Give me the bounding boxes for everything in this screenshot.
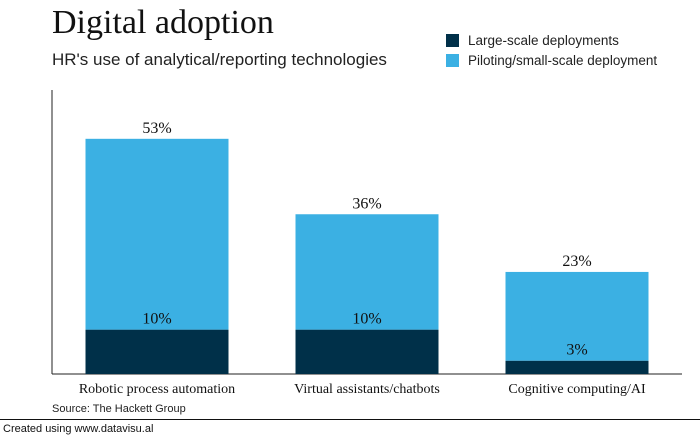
source-note: Source: The Hackett Group — [52, 403, 186, 415]
base-label-2: 3% — [566, 342, 587, 359]
legend-label-piloting: Piloting/small-scale deployment — [468, 52, 658, 68]
total-label-0: 53% — [142, 120, 171, 137]
bar-piloting-2 — [505, 271, 649, 361]
legend-label-large-scale: Large-scale deployments — [468, 32, 619, 48]
category-label-2: Cognitive computing/AI — [508, 382, 646, 397]
base-label-1: 10% — [352, 311, 381, 328]
bar-large-scale-1 — [295, 329, 439, 374]
bar-large-scale-2 — [505, 360, 649, 374]
chart-title: Digital adoption — [52, 4, 274, 41]
legend: Large-scale deployments Piloting/small-s… — [446, 30, 657, 70]
bar-piloting-1 — [295, 214, 439, 330]
legend-swatch-large-scale — [446, 33, 459, 47]
base-label-0: 10% — [142, 311, 171, 328]
legend-item-large-scale: Large-scale deployments — [446, 30, 657, 50]
category-label-0: Robotic process automation — [79, 382, 235, 397]
footer-divider — [0, 419, 700, 420]
total-label-1: 36% — [352, 195, 381, 212]
bar-piloting-0 — [85, 138, 229, 330]
legend-item-piloting: Piloting/small-scale deployment — [446, 50, 657, 70]
bar-large-scale-0 — [85, 329, 229, 374]
legend-swatch-piloting — [446, 53, 459, 67]
category-label-1: Virtual assistants/chatbots — [294, 382, 440, 397]
total-label-2: 23% — [562, 253, 591, 270]
chart-subtitle: HR's use of analytical/reporting technol… — [52, 50, 387, 69]
credit-note: Created using www.datavisu.al — [3, 423, 154, 435]
